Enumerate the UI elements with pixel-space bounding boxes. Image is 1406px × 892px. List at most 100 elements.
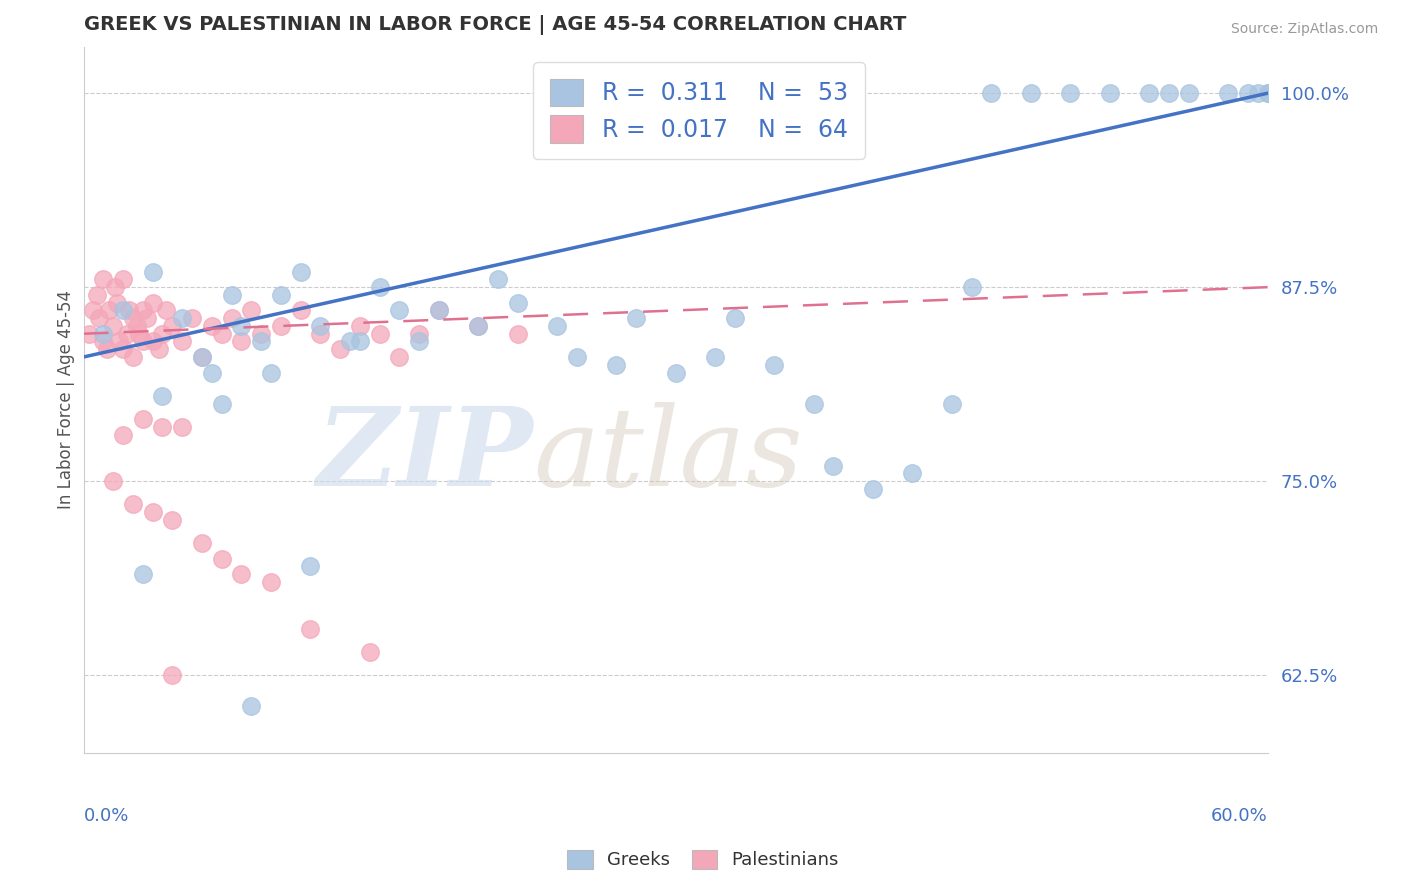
Point <box>427 303 450 318</box>
Point <box>211 396 233 410</box>
Point <box>152 389 174 403</box>
Point <box>467 318 489 333</box>
Point <box>339 334 361 349</box>
Point <box>132 303 155 318</box>
Point <box>299 622 322 636</box>
Point <box>565 350 588 364</box>
Point <box>221 288 243 302</box>
Point <box>221 311 243 326</box>
Point <box>408 326 430 341</box>
Point <box>91 326 114 341</box>
Point <box>96 343 118 357</box>
Point <box>506 295 529 310</box>
Point <box>142 265 165 279</box>
Point <box>111 303 134 318</box>
Point <box>664 366 686 380</box>
Point <box>101 474 124 488</box>
Point <box>115 326 138 341</box>
Point <box>91 272 114 286</box>
Point <box>624 311 647 326</box>
Point <box>1218 87 1240 101</box>
Point <box>1157 87 1180 101</box>
Point <box>91 334 114 349</box>
Point <box>1177 87 1199 101</box>
Point <box>270 288 292 302</box>
Point <box>270 318 292 333</box>
Point <box>1098 87 1121 101</box>
Point <box>172 334 194 349</box>
Point <box>111 343 134 357</box>
Point <box>172 419 194 434</box>
Point <box>231 334 253 349</box>
Point <box>960 280 983 294</box>
Point <box>260 366 283 380</box>
Point <box>181 311 204 326</box>
Text: GREEK VS PALESTINIAN IN LABOR FORCE | AGE 45-54 CORRELATION CHART: GREEK VS PALESTINIAN IN LABOR FORCE | AG… <box>83 15 905 35</box>
Point <box>152 326 174 341</box>
Point <box>89 311 111 326</box>
Point <box>980 87 1002 101</box>
Point <box>290 303 312 318</box>
Point <box>191 350 214 364</box>
Point <box>1247 87 1270 101</box>
Point <box>142 295 165 310</box>
Point <box>82 303 104 318</box>
Point <box>135 311 157 326</box>
Point <box>309 318 332 333</box>
Point <box>162 318 184 333</box>
Point <box>121 497 143 511</box>
Point <box>142 334 165 349</box>
Point <box>162 668 184 682</box>
Point <box>901 467 924 481</box>
Text: atlas: atlas <box>533 402 803 510</box>
Point <box>191 350 214 364</box>
Point <box>104 280 127 294</box>
Point <box>250 326 273 341</box>
Point <box>121 311 143 326</box>
Point <box>1257 87 1279 101</box>
Point <box>98 303 121 318</box>
Point <box>408 334 430 349</box>
Legend: R =  0.311    N =  53, R =  0.017    N =  64: R = 0.311 N = 53, R = 0.017 N = 64 <box>533 62 865 159</box>
Point <box>191 536 214 550</box>
Point <box>1237 87 1260 101</box>
Point <box>231 567 253 582</box>
Point <box>368 280 391 294</box>
Text: 60.0%: 60.0% <box>1211 807 1268 825</box>
Point <box>349 334 371 349</box>
Point <box>142 505 165 519</box>
Point <box>803 396 825 410</box>
Point <box>101 318 124 333</box>
Point <box>240 303 263 318</box>
Point <box>763 358 786 372</box>
Point <box>111 272 134 286</box>
Point <box>125 318 148 333</box>
Point <box>546 318 568 333</box>
Point <box>941 396 963 410</box>
Point <box>152 419 174 434</box>
Point <box>427 303 450 318</box>
Point <box>368 326 391 341</box>
Point <box>359 645 381 659</box>
Point <box>823 458 845 473</box>
Point <box>299 559 322 574</box>
Text: 0.0%: 0.0% <box>83 807 129 825</box>
Point <box>105 295 128 310</box>
Point <box>111 427 134 442</box>
Point <box>240 699 263 714</box>
Point <box>862 482 884 496</box>
Point <box>1019 87 1042 101</box>
Y-axis label: In Labor Force | Age 45-54: In Labor Force | Age 45-54 <box>58 290 75 509</box>
Point <box>349 318 371 333</box>
Point <box>486 272 509 286</box>
Point <box>162 513 184 527</box>
Legend: Greeks, Palestinians: Greeks, Palestinians <box>558 841 848 879</box>
Point <box>1257 87 1279 101</box>
Point <box>86 288 108 302</box>
Point <box>132 567 155 582</box>
Point <box>155 303 177 318</box>
Point <box>118 303 141 318</box>
Text: ZIP: ZIP <box>316 402 533 510</box>
Point <box>172 311 194 326</box>
Point <box>211 551 233 566</box>
